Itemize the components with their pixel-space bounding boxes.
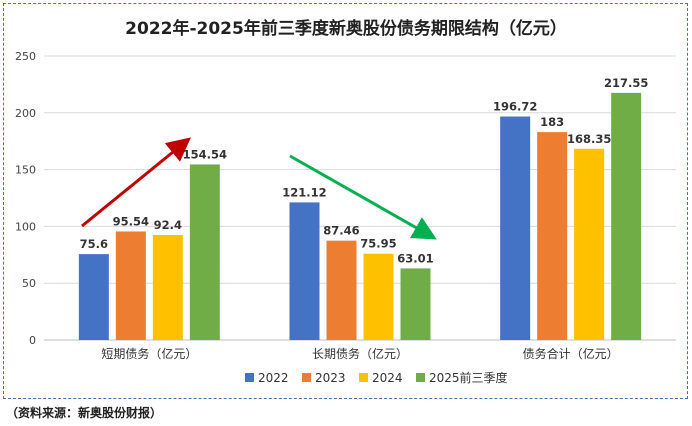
- legend-label: 2025前三季度: [429, 370, 508, 385]
- bar: [363, 253, 394, 340]
- data-label: 168.35: [567, 132, 611, 146]
- bar: [289, 202, 320, 340]
- bar: [574, 148, 605, 340]
- data-label: 121.12: [282, 185, 326, 199]
- data-label: 183: [540, 115, 564, 129]
- bars: 75.6 95.54 92.4 154.54 121.12 87.4675.9563.01…: [78, 76, 648, 341]
- legend-label: 2023: [315, 371, 346, 385]
- legend-swatch: [302, 373, 311, 382]
- trend-arrows: [81, 137, 437, 240]
- bar: [537, 132, 568, 340]
- data-label: 63.01: [397, 251, 433, 265]
- y-tick-label: 150: [15, 164, 36, 177]
- chart-frame: 2022年-2025年前三季度新奥股份债务期限结构（亿元） 0 50 100 150 2…: [3, 3, 688, 399]
- chart-title: 2022年-2025年前三季度新奥股份债务期限结构（亿元）: [125, 18, 567, 39]
- legend-swatch: [245, 373, 254, 382]
- data-label: 87.46: [323, 224, 359, 238]
- legend-swatch: [359, 373, 368, 382]
- x-tick-label: 债务合计（亿元）: [523, 346, 619, 361]
- y-tick-label: 0: [29, 334, 36, 347]
- x-tick-label: 长期债务（亿元）: [312, 346, 408, 361]
- bar-chart: 2022年-2025年前三季度新奥股份债务期限结构（亿元） 0 50 100 150 2…: [15, 18, 676, 385]
- y-tick-label: 50: [22, 277, 36, 290]
- bar: [326, 240, 357, 340]
- bar: [78, 254, 109, 340]
- source-note: （资料来源：新奥股份财报）: [6, 406, 163, 420]
- data-label: 217.55: [604, 76, 648, 90]
- x-tick-label: 短期债务（亿元）: [101, 346, 197, 361]
- bar: [611, 92, 642, 341]
- data-label: 95.54: [113, 214, 149, 228]
- bar: [189, 164, 220, 340]
- bar: [400, 268, 431, 340]
- bar: [115, 231, 146, 340]
- y-axis: 0 50 100 150 200 250: [15, 50, 36, 347]
- bar: [500, 116, 531, 340]
- up-arrow: [81, 137, 191, 228]
- y-tick-label: 250: [15, 50, 36, 63]
- data-label: 92.4: [154, 218, 182, 232]
- data-label: 196.72: [493, 100, 537, 114]
- legend-label: 2022: [258, 371, 289, 385]
- data-label: 75.95: [360, 237, 396, 251]
- down-arrow: [289, 154, 437, 240]
- bar: [152, 235, 183, 340]
- y-tick-label: 100: [15, 220, 36, 233]
- y-tick-label: 200: [15, 107, 36, 120]
- data-label: 154.54: [183, 147, 227, 161]
- legend-label: 2024: [372, 371, 403, 385]
- legend-swatch: [416, 373, 425, 382]
- x-axis: 短期债务（亿元） 长期债务（亿元） 债务合计（亿元）: [101, 346, 618, 361]
- legend: 2022 2023 2024 2025前三季度: [245, 370, 508, 385]
- data-label: 75.6: [80, 237, 108, 251]
